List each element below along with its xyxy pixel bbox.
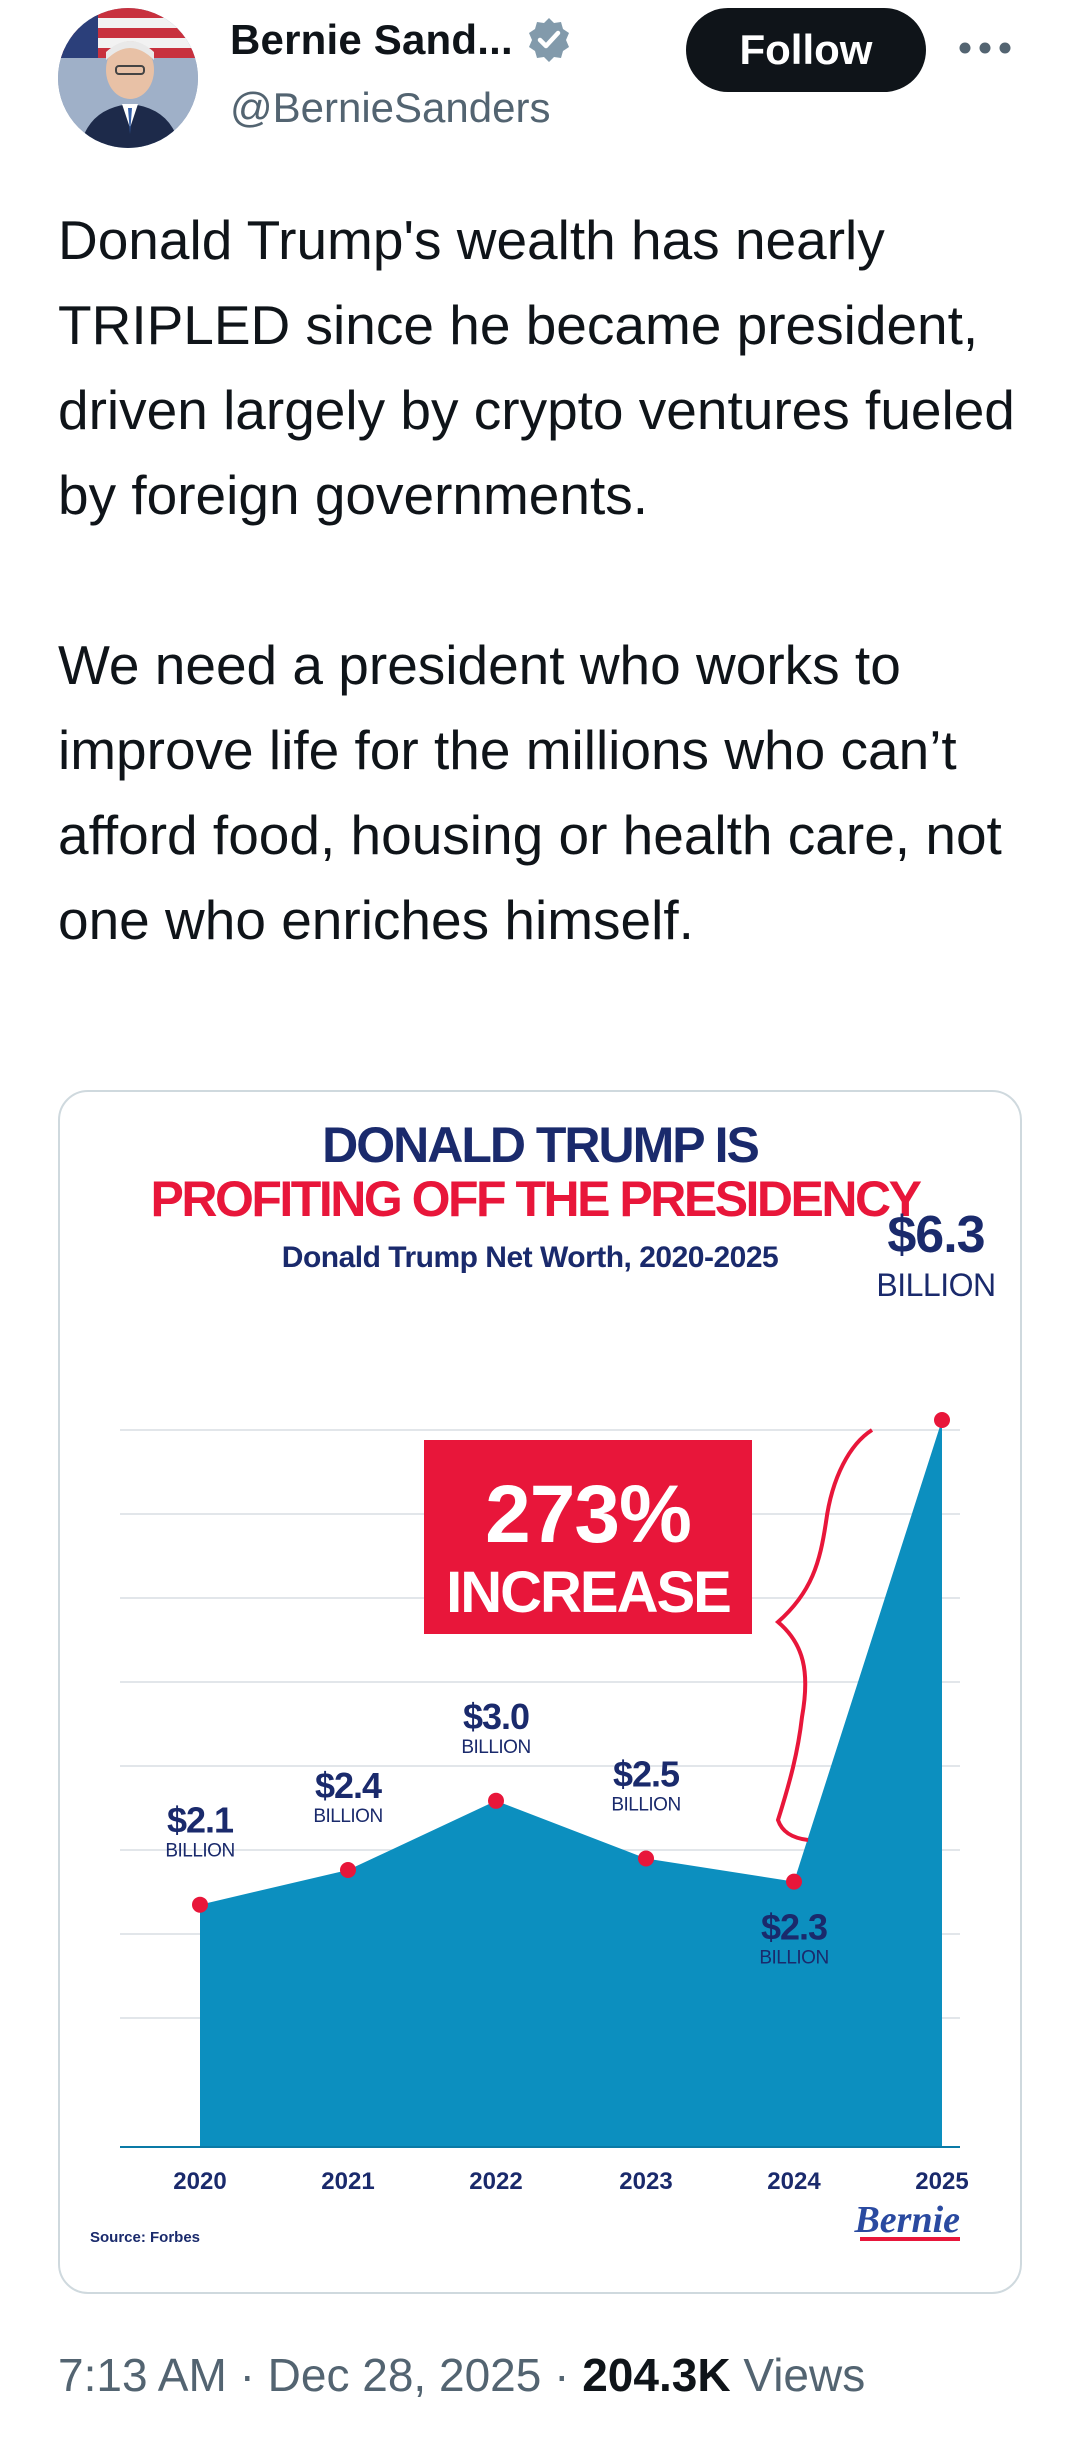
data-point-2020	[192, 1896, 208, 1913]
tweet-date[interactable]: Dec 28, 2025	[267, 2349, 542, 2401]
chart-title-line2: PROFITING OFF THE PRESIDENCY	[151, 1171, 922, 1227]
data-point-2023	[638, 1850, 654, 1867]
x-tick-2022: 2022	[469, 2168, 522, 2195]
name-row: Bernie Sand...	[230, 16, 573, 64]
chart-subtitle: Donald Trump Net Worth, 2020-2025	[282, 1241, 778, 1274]
value-label-2020: $2.1	[167, 1800, 234, 1841]
increase-bracket	[774, 1428, 874, 1842]
chart-title-line1: DONALD TRUMP IS	[322, 1117, 758, 1173]
tweet-paragraph: Donald Trump's wealth has nearly TRIPLED…	[58, 209, 1015, 526]
x-tick-2021: 2021	[321, 2168, 374, 2195]
tweet-time[interactable]: 7:13 AM	[58, 2349, 227, 2401]
unit-label-2021: BILLION	[313, 1806, 382, 1827]
meta-separator: ·	[239, 2349, 255, 2401]
data-point-2021	[340, 1862, 356, 1878]
callout-box: 273% INCREASE	[424, 1440, 752, 1634]
x-tick-2025: 2025	[915, 2168, 968, 2195]
display-name[interactable]: Bernie Sand...	[230, 16, 513, 63]
area-series	[200, 1420, 942, 2147]
timestamp-row: 7:13 AM · Dec 28, 2025 · 204.3K Views	[58, 2348, 865, 2402]
x-tick-2023: 2023	[619, 2168, 672, 2195]
views-label: Views	[743, 2349, 866, 2401]
value-label-2021: $2.4	[315, 1765, 382, 1806]
tweet-paragraph: We need a president who works to improve…	[58, 634, 1002, 951]
unit-label-2025: BILLION	[876, 1267, 995, 1303]
data-point-2022	[488, 1792, 504, 1809]
avatar[interactable]	[58, 8, 198, 148]
net-worth-chart: DONALD TRUMP IS PROFITING OFF THE PRESID…	[90, 1117, 996, 2246]
views-count[interactable]: 204.3K	[582, 2349, 731, 2401]
value-label-2022: $3.0	[463, 1696, 529, 1737]
verified-badge-icon	[525, 16, 573, 64]
unit-label-2022: BILLION	[461, 1737, 530, 1758]
value-label-2024: $2.3	[761, 1907, 827, 1948]
meta-separator: ·	[554, 2349, 570, 2401]
follow-button[interactable]: Follow	[686, 8, 926, 92]
data-point-2024	[786, 1873, 802, 1890]
x-tick-2020: 2020	[173, 2168, 226, 2195]
bernie-logo: Bernie	[853, 2199, 960, 2241]
unit-label-2024: BILLION	[759, 1948, 828, 1969]
tweet-header: Bernie Sand... @BernieSanders Follow	[0, 0, 1076, 170]
bernie-logo-underline	[860, 2237, 960, 2241]
data-point-2025	[934, 1412, 950, 1428]
more-options-button[interactable]	[950, 18, 1020, 78]
callout-text: INCREASE	[446, 1560, 730, 1625]
unit-label-2023: BILLION	[611, 1795, 680, 1816]
callout-value: 273%	[485, 1469, 691, 1560]
handle[interactable]: @BernieSanders	[230, 84, 551, 131]
x-tick-2024: 2024	[767, 2168, 821, 2195]
unit-label-2020: BILLION	[165, 1841, 234, 1862]
media-image[interactable]: DONALD TRUMP IS PROFITING OFF THE PRESID…	[58, 1090, 1022, 2294]
value-label-2023: $2.5	[613, 1754, 680, 1795]
avatar-photo-icon	[58, 8, 198, 148]
more-horizontal-icon	[959, 42, 1011, 54]
value-label-2025: $6.3	[887, 1206, 984, 1264]
source-note: Source: Forbes	[90, 2229, 200, 2246]
tweet-text: Donald Trump's wealth has nearly TRIPLED…	[58, 198, 1048, 963]
